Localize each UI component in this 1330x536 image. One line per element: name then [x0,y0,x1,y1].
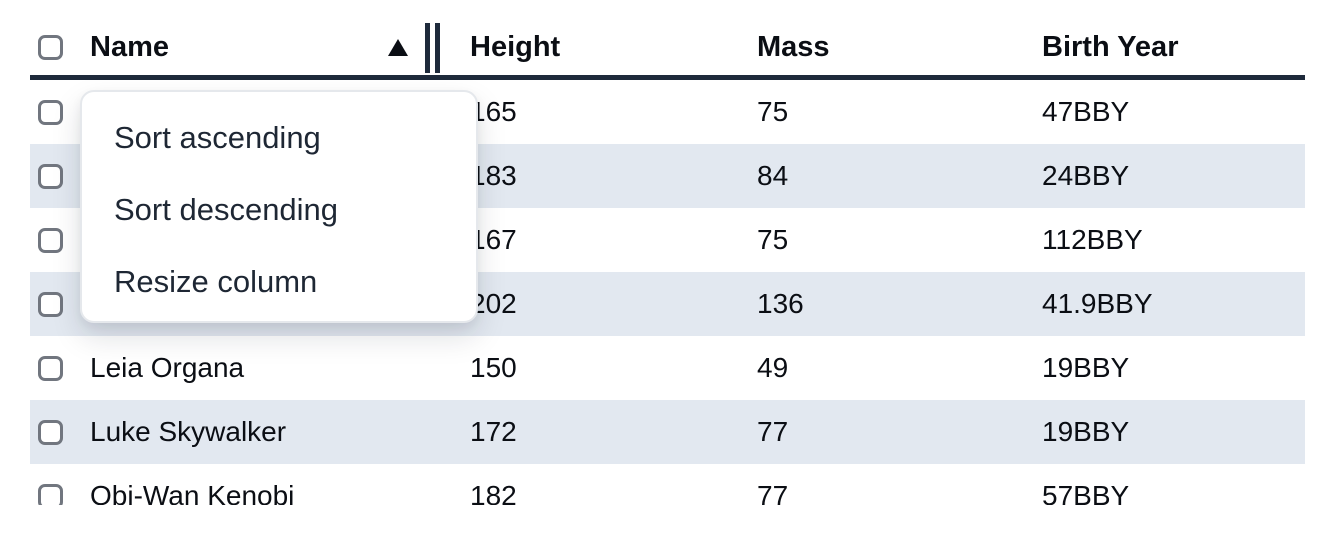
cell-mass: 75 [757,96,789,127]
cell-mass: 77 [757,480,789,505]
cell-birth-year: 41.9BBY [1042,288,1153,319]
table-header-row: Name Height Mass Birth Year [30,0,1305,80]
row-checkbox[interactable] [38,483,63,505]
column-context-menu: Sort ascending Sort descending Resize co… [80,90,478,323]
cell-name: Obi-Wan Kenobi [90,480,295,505]
row-checkbox[interactable] [38,227,63,253]
cell-birth-year: 112BBY [1042,224,1143,255]
table-row[interactable]: Luke Skywalker 172 77 19BBY [30,400,1305,464]
row-checkbox[interactable] [38,99,63,125]
cell-height: 150 [470,352,517,383]
column-resize-handle[interactable] [425,22,440,73]
resize-bar-icon [435,22,440,73]
cell-mass: 136 [757,288,804,319]
row-checkbox[interactable] [38,419,63,445]
column-header-name-label: Name [90,31,169,63]
cell-mass: 77 [757,416,789,447]
table-row[interactable]: 167 75 112BBY [30,208,1305,272]
cell-height: 183 [470,160,517,191]
cell-name: Leia Organa [90,352,245,383]
column-header-height[interactable]: Height [470,31,561,63]
cell-birth-year: 19BBY [1042,352,1130,383]
cell-height: 172 [470,416,517,447]
cell-mass: 49 [757,352,789,383]
row-checkbox[interactable] [38,163,63,189]
table-row[interactable]: Leia Organa 150 49 19BBY [30,336,1305,400]
menu-item-sort-descending[interactable]: Sort descending [114,192,339,227]
cell-birth-year: 24BBY [1042,160,1130,191]
select-all-checkbox[interactable] [38,35,63,60]
table-row[interactable]: Obi-Wan Kenobi 182 77 57BBY [30,464,1305,505]
data-table: Name Height Mass Birth Year 165 75 47BBY… [30,0,1305,505]
cell-mass: 84 [757,160,789,191]
table-row[interactable]: 165 75 47BBY [30,80,1305,144]
cell-height: 167 [470,224,517,255]
column-header-birth-year[interactable]: Birth Year [1042,31,1179,63]
cell-height: 182 [470,480,517,505]
cell-mass: 75 [757,224,789,255]
menu-item-sort-ascending[interactable]: Sort ascending [114,120,321,155]
row-checkbox[interactable] [38,355,63,381]
cell-birth-year: 19BBY [1042,416,1130,447]
sort-ascending-icon [388,39,408,56]
resize-bar-icon [425,22,430,73]
cell-birth-year: 47BBY [1042,96,1130,127]
cell-height: 165 [470,96,517,127]
menu-item-resize-column[interactable]: Resize column [114,264,318,299]
cell-birth-year: 57BBY [1042,480,1130,505]
column-header-mass[interactable]: Mass [757,31,830,63]
row-checkbox[interactable] [38,291,63,317]
column-header-name[interactable]: Name [78,22,458,73]
table-row[interactable]: 202 136 41.9BBY [30,272,1305,336]
cell-height: 202 [470,288,517,319]
cell-name: Luke Skywalker [90,416,287,447]
header-checkbox-cell [30,35,78,60]
